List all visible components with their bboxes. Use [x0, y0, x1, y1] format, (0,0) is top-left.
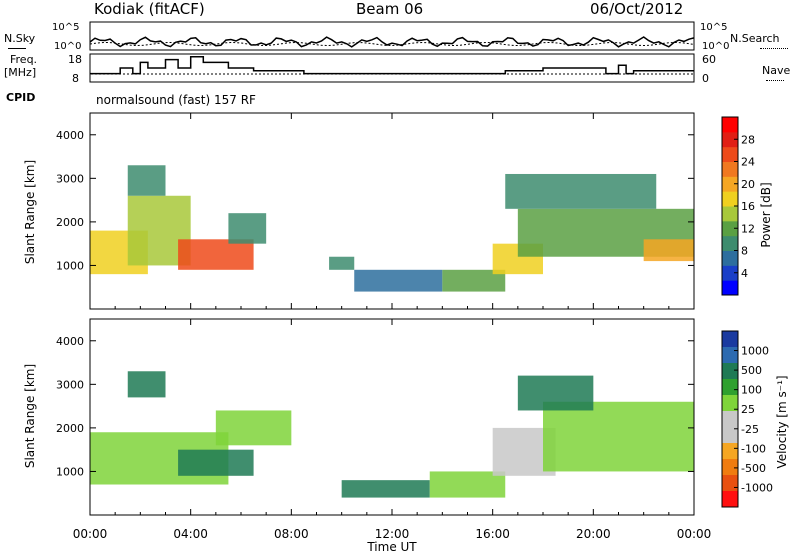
freq-tick-low: 8 [72, 72, 79, 85]
power-region-7 [442, 269, 506, 292]
power-cbar-tick-28: 28 [741, 133, 755, 146]
power-colorbar-cell [722, 191, 738, 207]
xtick-2: 08:00 [274, 527, 309, 541]
power-colorbar-cell [722, 131, 738, 148]
power-region-2 [178, 239, 254, 270]
power-region-4 [228, 213, 267, 244]
velocity-ylabel: Slant Range [km] [23, 364, 37, 468]
power-colorbar-cell [722, 176, 738, 192]
freq-label: Freq. [10, 53, 38, 66]
nsky-legend-line [8, 48, 26, 49]
velocity-cbar-tick-3: 25 [741, 403, 755, 416]
velocity-colorbar-cell [722, 459, 738, 476]
power-colorbar-cell [722, 235, 738, 251]
power-colorbar-cell [722, 220, 738, 237]
velocity-cbar-tick-2: 100 [741, 384, 762, 397]
freq-tick-high: 18 [68, 53, 82, 66]
station-title: Kodiak (fitACF) [94, 0, 205, 18]
freq-unit: [MHz] [4, 66, 37, 79]
velocity-colorbar-cell [722, 395, 738, 412]
cpid-value: normalsound (fast) 157 RF [96, 93, 256, 107]
power-region-5 [329, 256, 355, 270]
xtick-0: 00:00 [73, 527, 108, 541]
power-region-3 [127, 165, 166, 196]
xtick-4: 16:00 [475, 527, 510, 541]
velocity-ytick-4000: 4000 [56, 335, 84, 348]
velocity-colorbar-cell [722, 411, 738, 428]
power-cbar-tick-16: 16 [741, 200, 755, 213]
power-colorbar-label: Power [dB] [759, 182, 773, 247]
velocity-region-5 [429, 471, 506, 498]
velocity-cbar-tick-5: -100 [741, 442, 766, 455]
xtick-3: 12:00 [375, 527, 410, 541]
power-colorbar-cell [722, 161, 738, 177]
nave-tick-high: 60 [702, 53, 716, 66]
velocity-cbar-tick-6: -500 [741, 462, 766, 475]
nave-legend-line [766, 80, 784, 81]
velocity-region-8 [517, 375, 594, 411]
velocity-colorbar-cell [722, 427, 738, 444]
nave-label: Nave [762, 64, 791, 77]
frequency-trace [90, 56, 694, 75]
velocity-colorbar-label: Velocity [m s⁻¹] [775, 375, 789, 468]
velocity-region-4 [341, 480, 430, 498]
power-cbar-tick-4: 4 [741, 267, 748, 280]
nsky-trace [89, 36, 695, 48]
velocity-cbar-tick-7: -1000 [741, 481, 773, 494]
noise-tick-high-right: 10^5 [700, 22, 727, 33]
velocity-colorbar-cell [722, 475, 738, 492]
nsearch-label: N.Search [730, 32, 780, 45]
time-xlabel: Time UT [366, 540, 417, 554]
power-colorbar-cell [722, 117, 738, 133]
power-cbar-tick-8: 8 [741, 245, 748, 258]
power-cbar-tick-24: 24 [741, 156, 755, 169]
noise-tick-low-right: 10^0 [702, 41, 729, 52]
power-colorbar-cell [722, 206, 738, 222]
velocity-ytick-2000: 2000 [56, 422, 84, 435]
noise-tick-high-left: 10^5 [52, 22, 79, 33]
date-label: 06/Oct/2012 [590, 0, 684, 18]
velocity-colorbar-cell [722, 363, 738, 380]
velocity-cbar-tick-0: 1000 [741, 345, 769, 358]
velocity-colorbar-cell [722, 331, 738, 348]
velocity-region-1 [178, 449, 254, 476]
power-colorbar-cell [722, 250, 738, 266]
beam-label: Beam 06 [356, 0, 424, 18]
power-ytick-1000: 1000 [56, 259, 84, 272]
power-cbar-tick-12: 12 [741, 222, 755, 235]
velocity-cbar-tick-1: 500 [741, 364, 762, 377]
power-colorbar-cell [722, 265, 738, 281]
cpid-label: CPID [6, 91, 36, 104]
power-colorbar-cell [722, 146, 738, 162]
velocity-colorbar-cell [722, 491, 738, 508]
noise-tick-low-left: 10^0 [54, 41, 81, 52]
velocity-colorbar-cell [722, 443, 738, 460]
power-region-11 [643, 239, 694, 262]
nsearch-trace [89, 41, 695, 47]
noise-panel: 10^5 10^0 10^5 10^0 18 8 60 0 [52, 21, 729, 85]
power-ylabel: Slant Range [km] [23, 160, 37, 264]
power-colorbar-cell [722, 280, 738, 296]
nave-tick-low: 0 [702, 72, 709, 85]
velocity-region-3 [127, 371, 166, 398]
xtick-1: 04:00 [173, 527, 208, 541]
nsearch-legend-line [760, 48, 788, 49]
xtick-6: 00:00 [677, 527, 712, 541]
xtick-5: 20:00 [576, 527, 611, 541]
power-ytick-2000: 2000 [56, 216, 84, 229]
power-region-10 [505, 173, 657, 209]
velocity-ytick-3000: 3000 [56, 378, 84, 391]
velocity-region-7 [543, 401, 694, 472]
nsky-label: N.Sky [4, 32, 36, 45]
power-cbar-tick-20: 20 [741, 178, 755, 191]
velocity-colorbar-cell [722, 379, 738, 396]
power-region-6 [354, 269, 443, 292]
velocity-ytick-1000: 1000 [56, 465, 84, 478]
power-ytick-3000: 3000 [56, 172, 84, 185]
velocity-region-2 [215, 410, 292, 446]
velocity-colorbar-cell [722, 347, 738, 364]
power-ytick-4000: 4000 [56, 129, 84, 142]
velocity-cbar-tick-4: -25 [741, 423, 759, 436]
